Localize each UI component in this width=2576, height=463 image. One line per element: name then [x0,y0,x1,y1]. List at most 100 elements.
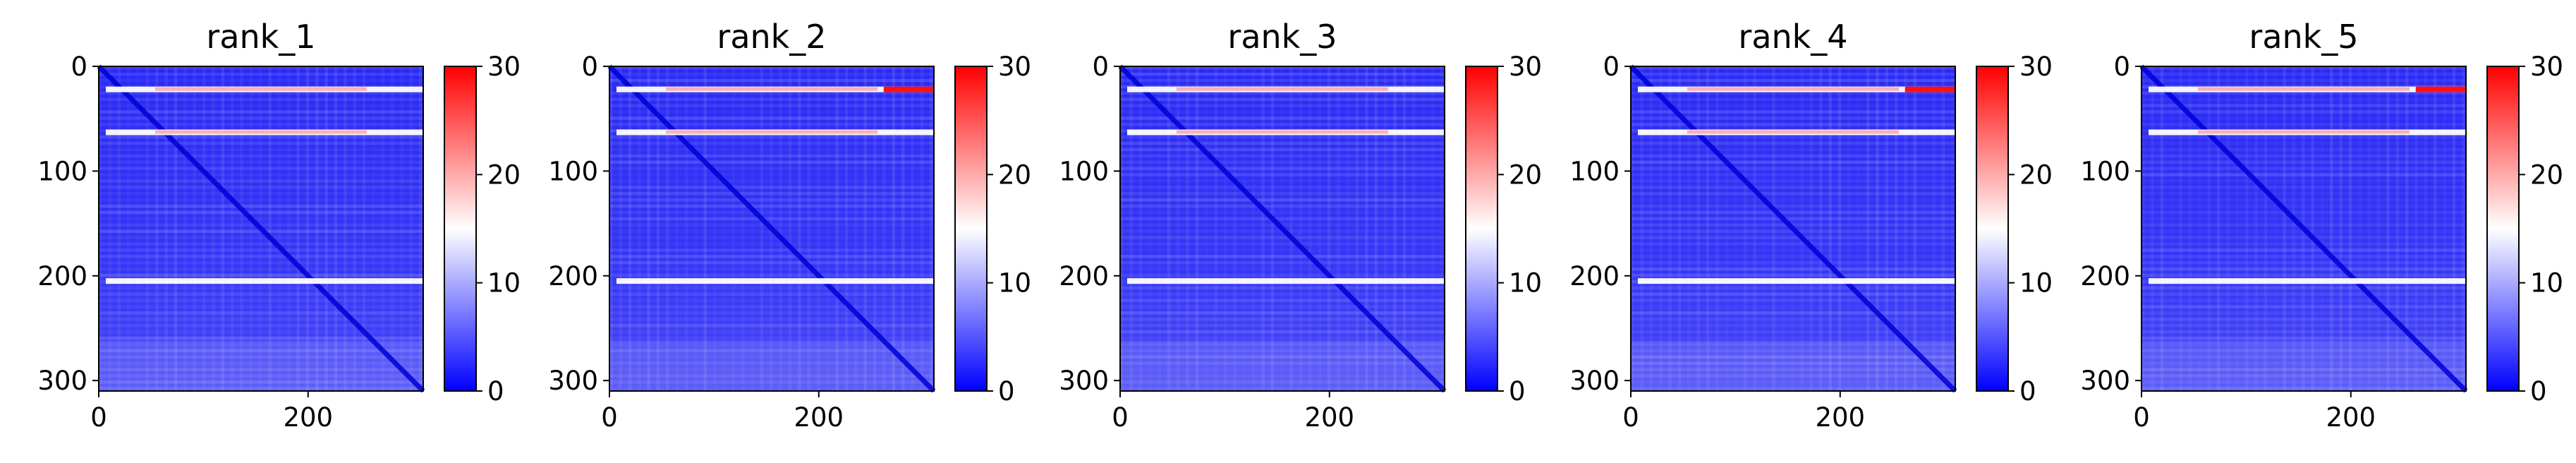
heatmap-texture-col [628,66,632,391]
heatmap-texture-col [2339,66,2343,391]
heatmap-texture-row [1120,148,1445,152]
heatmap-texture-row [1120,286,1445,290]
heatmap-texture-row [1120,160,1445,164]
heatmap-texture-row [1120,141,1445,145]
colorbar [1465,66,1498,392]
heatmap-bright-row [106,86,423,92]
heatmap-texture-col [1866,66,1870,391]
heatmap-texture-col [296,66,300,391]
heatmap-texture-row [99,135,423,139]
heatmap-texture-row [99,368,423,371]
heatmap-texture-col [268,66,272,391]
axes-frame [1119,66,1445,392]
heatmap-texture-row [609,186,934,189]
heatmap-texture-col [2254,66,2258,391]
heatmap-texture-row [1631,78,1955,83]
heatmap-texture-col [155,66,159,391]
y-tick-label: 300 [2080,366,2130,396]
heatmap-texture-row [2141,123,2466,126]
heatmap-texture-col [798,66,801,391]
heatmap-texture-row [99,141,423,145]
heatmap-texture-row [1631,305,1955,308]
subplot-title: rank_4 [1738,18,1847,56]
heatmap-texture-row [99,167,423,170]
heatmap-texture-col [1932,66,1936,391]
colorbar-tick-label: 10 [998,268,1031,299]
heatmap-texture-row [1120,198,1445,202]
colorbar-tick-label: 30 [1509,52,1542,82]
heatmap-texture-col [930,66,933,391]
heatmap-texture-row [1631,148,1955,152]
heatmap-texture-row [609,97,934,101]
heatmap-texture-row [1631,324,1955,327]
x-tick-label: 0 [2133,402,2150,433]
colorbar [1976,66,2009,392]
heatmap-texture-row [609,167,934,170]
heatmap-texture-row [609,217,934,221]
heatmap-texture-row [1120,318,1445,321]
heatmap-texture-col [145,66,150,391]
heatmap-texture-col [2160,66,2164,391]
heatmap-texture-row [1631,318,1955,321]
heatmap-texture-row [1631,299,1955,302]
heatmap-texture-col [1715,66,1719,391]
heatmap-diagonal [97,64,425,393]
x-tick-label: 200 [283,402,333,433]
heatmap-texture-row [99,318,423,321]
heatmap-texture-row [2141,324,2466,327]
heatmap-texture-col [873,66,877,391]
heatmap-texture-row [1631,110,1955,114]
subplot-title: rank_2 [717,18,826,56]
y-tick-label: 100 [2080,156,2130,186]
heatmap-texture-row [2141,97,2466,101]
heatmap-texture-row [99,286,423,290]
heatmap-texture-col [816,66,820,391]
heatmap-texture-col [315,66,319,391]
heatmap-texture-row [2141,242,2466,246]
heatmap-texture-row [609,91,934,95]
heatmap-texture-col [1885,66,1889,391]
heatmap-texture-row [609,330,934,334]
heatmap-texture-col [1337,66,1340,391]
heatmap-texture-row [1631,141,1955,145]
heatmap-texture-row [609,210,934,215]
heatmap-bright-row [1638,86,1955,92]
heatmap-texture-row [1631,123,1955,126]
heatmap-texture-row [2141,135,2466,139]
heatmap-texture-row [609,248,934,252]
heatmap-texture-row [1631,179,1955,183]
heatmap-texture-col [1270,66,1275,391]
heatmap-texture-col [1355,66,1359,391]
heatmap-texture-row [1120,292,1445,296]
heatmap-texture-row [1120,374,1445,378]
heatmap-texture-row [99,299,423,302]
heatmap-texture-row [609,110,934,114]
heatmap-texture-row [2141,374,2466,378]
heatmap-lower-block [99,340,423,391]
heatmap-texture-row [99,349,423,353]
heatmap-texture-col [202,66,206,391]
heatmap-texture-col [117,66,121,391]
heatmap-texture-row [2141,204,2466,208]
heatmap-texture-col [1649,66,1653,391]
heatmap-texture-row [1120,97,1445,101]
heatmap-texture-row [1631,286,1955,290]
heatmap-texture-col [2434,66,2437,391]
heatmap-texture-col [324,66,328,391]
heatmap-texture-row [99,236,423,239]
heatmap-texture-row [2141,248,2466,252]
heatmap-texture-col [2292,66,2296,391]
heatmap-red-highlight [155,87,367,91]
heatmap-texture-row [1631,204,1955,208]
heatmap-texture-row [609,318,934,321]
heatmap-texture-row [1631,311,1955,315]
heatmap-texture-row [2141,223,2466,227]
heatmap-texture-col [666,66,669,391]
x-tick-label: 0 [1112,402,1129,433]
x-tick-label: 200 [2326,402,2376,433]
heatmap-texture-row [2141,154,2466,158]
heatmap-texture-col [656,66,660,391]
heatmap-texture-row [1631,248,1955,252]
x-tick-label: 0 [90,402,107,433]
heatmap-texture-row [99,91,423,95]
